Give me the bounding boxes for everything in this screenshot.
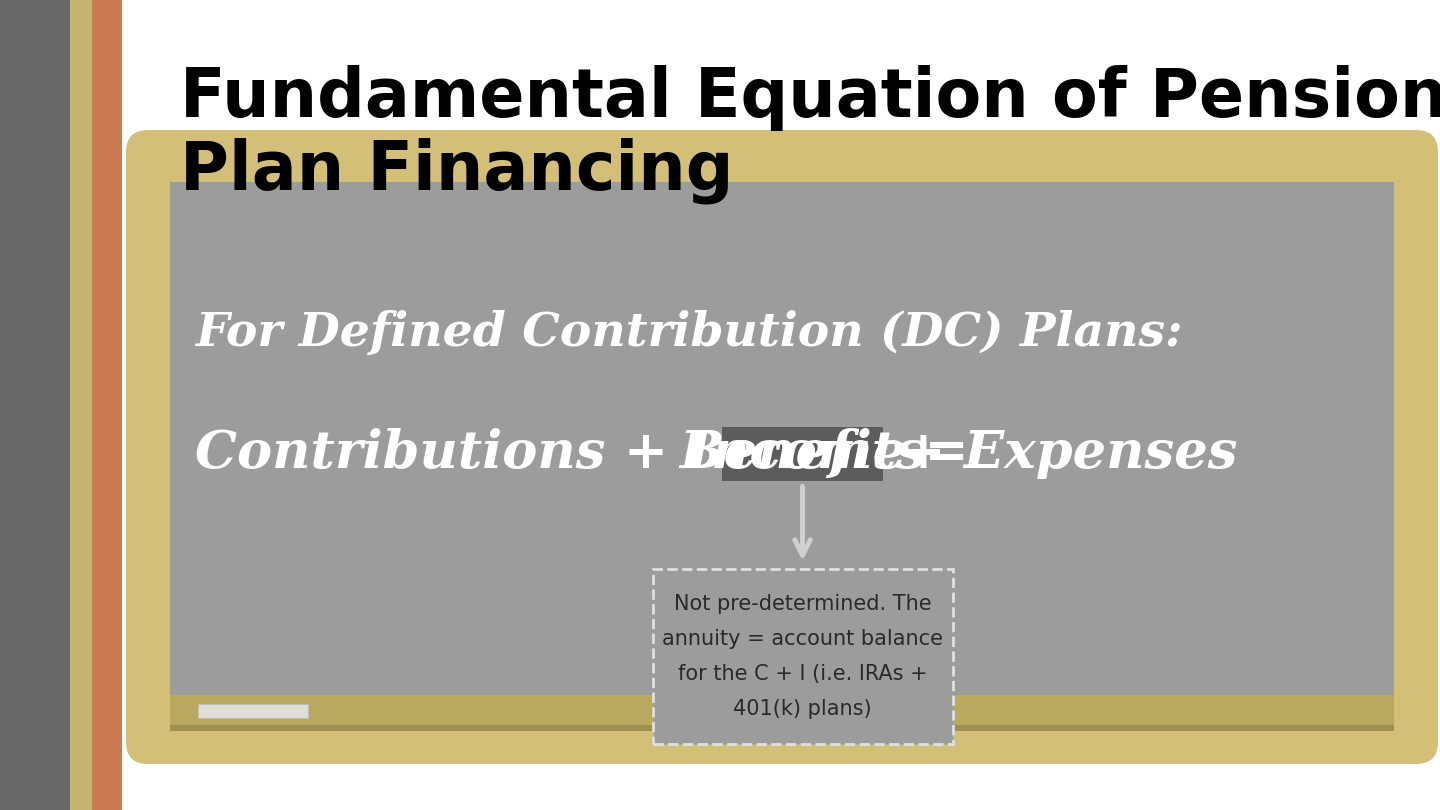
Bar	[71, 0, 92, 810]
Bar	[170, 695, 1394, 725]
Bar	[652, 569, 952, 744]
Text: Not pre-determined. The: Not pre-determined. The	[674, 594, 932, 613]
Text: Fundamental Equation of Pension: Fundamental Equation of Pension	[180, 65, 1440, 131]
Bar	[0, 0, 71, 810]
Text: Benefits: Benefits	[680, 428, 926, 479]
Text: For Defined Contribution (DC) Plans:: For Defined Contribution (DC) Plans:	[194, 310, 1182, 356]
Text: 401(k) plans): 401(k) plans)	[733, 698, 871, 718]
Bar	[199, 704, 308, 718]
Text: for the C + I (i.e. IRAs +: for the C + I (i.e. IRAs +	[678, 663, 927, 684]
Bar	[721, 427, 883, 480]
Text: annuity = account balance: annuity = account balance	[662, 629, 943, 649]
Bar	[170, 182, 1394, 695]
Bar	[170, 725, 1394, 731]
Text: + Expenses: + Expenses	[883, 428, 1237, 479]
Text: Contributions + Income =: Contributions + Income =	[194, 428, 988, 479]
Text: Plan Financing: Plan Financing	[180, 138, 733, 204]
FancyBboxPatch shape	[127, 130, 1439, 764]
Bar	[92, 0, 122, 810]
